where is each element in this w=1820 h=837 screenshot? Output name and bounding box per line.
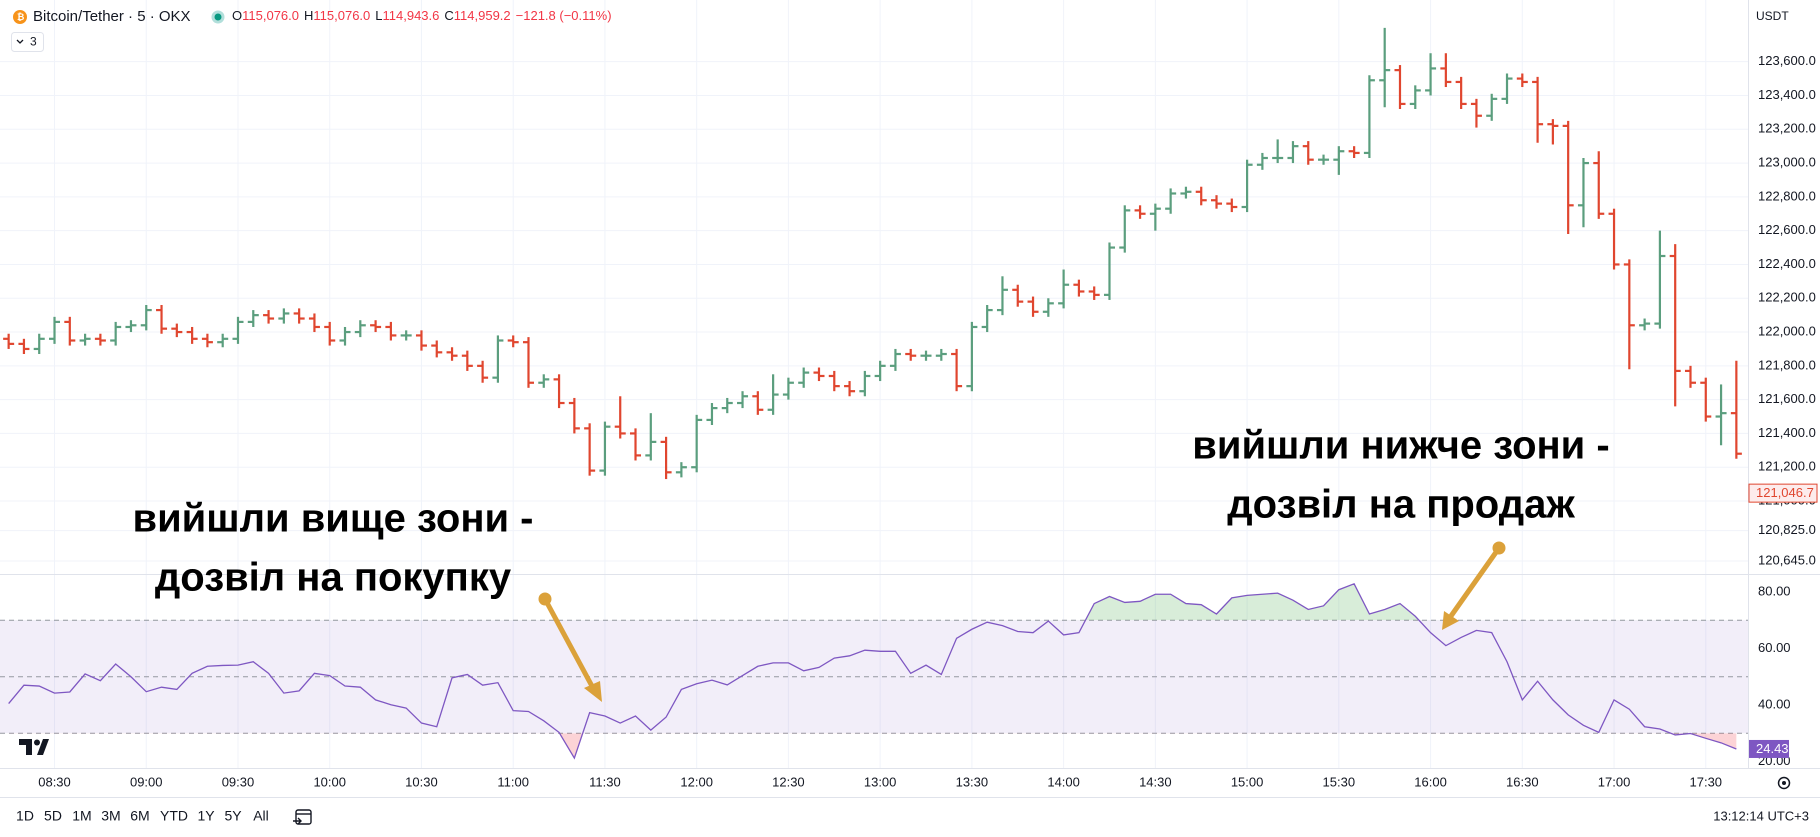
- y-tick-label: 123,000.0: [1758, 155, 1816, 170]
- indicator-toggle[interactable]: [11, 32, 44, 52]
- symbol-icon: [13, 10, 27, 24]
- x-tick-label: 13:30: [956, 774, 989, 789]
- x-tick-label: 11:30: [589, 774, 621, 789]
- legend-value: 115,076.0: [313, 8, 370, 23]
- y-tick-label: 122,400.0: [1758, 256, 1816, 271]
- y-tick-label: 122,600.0: [1758, 222, 1816, 237]
- x-tick-label: 13:00: [864, 774, 897, 789]
- range-button[interactable]: 1D: [16, 808, 34, 824]
- legend-key: C: [444, 8, 453, 23]
- ohlc-legend: O115,076.0 H115,076.0 L114,943.6 C114,959.2…: [232, 8, 612, 23]
- range-button[interactable]: 6M: [130, 808, 149, 824]
- legend-value: 114,943.6: [383, 8, 440, 23]
- x-tick-label: 10:00: [313, 774, 346, 789]
- y-tick-label: 40.00: [1758, 696, 1791, 711]
- x-tick-label: 12:00: [680, 774, 713, 789]
- annotation: вийшли нижче зони -: [1192, 424, 1609, 468]
- arrow-shaft: [542, 597, 596, 690]
- y-tick-label: 122,000.0: [1758, 323, 1816, 338]
- last-price-box: [1748, 483, 1818, 503]
- logo-part: [37, 739, 49, 755]
- range-button[interactable]: 5Y: [224, 808, 242, 824]
- axes: 08:30 09:00 09:30 10:00 10:30 11:00 11:30 12:00…: [38, 53, 1818, 789]
- y-tick-label: 80.00: [1758, 583, 1791, 598]
- y-tick-label: 60.00: [1758, 640, 1791, 655]
- market-status: [211, 10, 225, 24]
- legend-key: O: [232, 8, 242, 23]
- y-tick-label: 122,800.0: [1758, 188, 1816, 203]
- y-tick-label: 121,200.0: [1758, 459, 1816, 474]
- x-tick-label: 09:30: [222, 774, 255, 789]
- annotation-arrows: [538, 541, 1506, 702]
- y-tick-label: 123,400.0: [1758, 87, 1816, 102]
- x-tick-label: 17:00: [1598, 774, 1631, 789]
- x-tick-label: 14:30: [1139, 774, 1172, 789]
- annotations: вийшли вище зони - дозвіл на покупку вийшл…: [132, 424, 1609, 600]
- calendar-arrow: [293, 817, 302, 825]
- legend-change: −121.8 (−0.11%): [516, 8, 612, 23]
- clock: 13:12:14 UTC+3: [1713, 808, 1809, 823]
- y-tick-label: 121,800.0: [1758, 357, 1816, 372]
- x-tick-label: 16:00: [1414, 774, 1447, 789]
- y-tick-label: 122,200.0: [1758, 290, 1816, 305]
- y-tick-label: 120,825.0: [1758, 522, 1816, 537]
- range-button[interactable]: 3M: [101, 808, 120, 824]
- range-button[interactable]: All: [253, 808, 269, 824]
- date-range-icon[interactable]: [293, 809, 312, 825]
- overbought-fill: [8, 583, 1737, 621]
- range-button[interactable]: YTD: [160, 808, 188, 824]
- y-tick-label: 120,645.0: [1758, 552, 1816, 567]
- chevron-icon: [16, 39, 24, 44]
- x-tick-label: 11:00: [497, 774, 529, 789]
- legend-value: 114,959.2: [454, 8, 511, 23]
- y-tick-label: 123,200.0: [1758, 121, 1816, 136]
- logo-part: [19, 739, 32, 755]
- x-tick-label: 12:30: [772, 774, 805, 789]
- price-pane: [3, 27, 1742, 480]
- arrow-head: [584, 681, 602, 702]
- toolbar: 1D 5D 1M 3M 6M YTD 1Y 5Y All: [16, 808, 269, 824]
- legend-key: L: [375, 8, 382, 23]
- y-tick-label: 123,600.0: [1758, 53, 1816, 68]
- tradingview-logo[interactable]: [19, 739, 49, 755]
- x-tick-label: 10:30: [405, 774, 438, 789]
- legend-key: H: [304, 8, 313, 23]
- logo-part: [34, 739, 40, 746]
- x-tick-label: 16:30: [1506, 774, 1539, 789]
- rsi-last-box: [1749, 739, 1789, 758]
- indicator-count: 3: [30, 35, 37, 49]
- x-tick-label: 17:30: [1690, 774, 1723, 789]
- x-tick-label: 15:30: [1323, 774, 1356, 789]
- settings-icon-center: [1782, 781, 1786, 785]
- y-tick-label: 121,400.0: [1758, 425, 1816, 440]
- symbol-icon-glyph: ₿: [17, 12, 24, 22]
- settings-icon[interactable]: [1777, 776, 1791, 790]
- range-button[interactable]: 1M: [72, 808, 91, 824]
- annotation: дозвіл на покупку: [155, 556, 512, 600]
- rsi-last-label: 24.43: [1756, 741, 1789, 756]
- x-tick-label: 08:30: [38, 774, 71, 789]
- grid: [0, 0, 1748, 768]
- rsi-pane: [0, 582, 1748, 760]
- symbol-title[interactable]: Bitcoin/Tether · 5 · OKX: [33, 8, 191, 25]
- arrow-shaft: [1448, 546, 1502, 618]
- y-tick-label: 121,600.0: [1758, 391, 1816, 406]
- calendar-icon: [295, 809, 312, 825]
- legend-value: 115,076.0: [242, 8, 299, 23]
- arrow-head: [1442, 611, 1459, 630]
- range-button[interactable]: 5D: [44, 808, 62, 824]
- annotation: вийшли вище зони -: [132, 497, 533, 541]
- annotation: дозвіл на продаж: [1227, 483, 1575, 527]
- x-tick-label: 15:00: [1231, 774, 1264, 789]
- x-tick-label: 09:00: [130, 774, 163, 789]
- rsi-line: [8, 582, 1737, 760]
- frame: [0, 0, 1820, 798]
- last-price-label: 121,046.7: [1756, 485, 1814, 500]
- range-button[interactable]: 1Y: [197, 808, 215, 824]
- x-tick-label: 14:00: [1047, 774, 1080, 789]
- currency-button[interactable]: USDT: [1756, 9, 1789, 23]
